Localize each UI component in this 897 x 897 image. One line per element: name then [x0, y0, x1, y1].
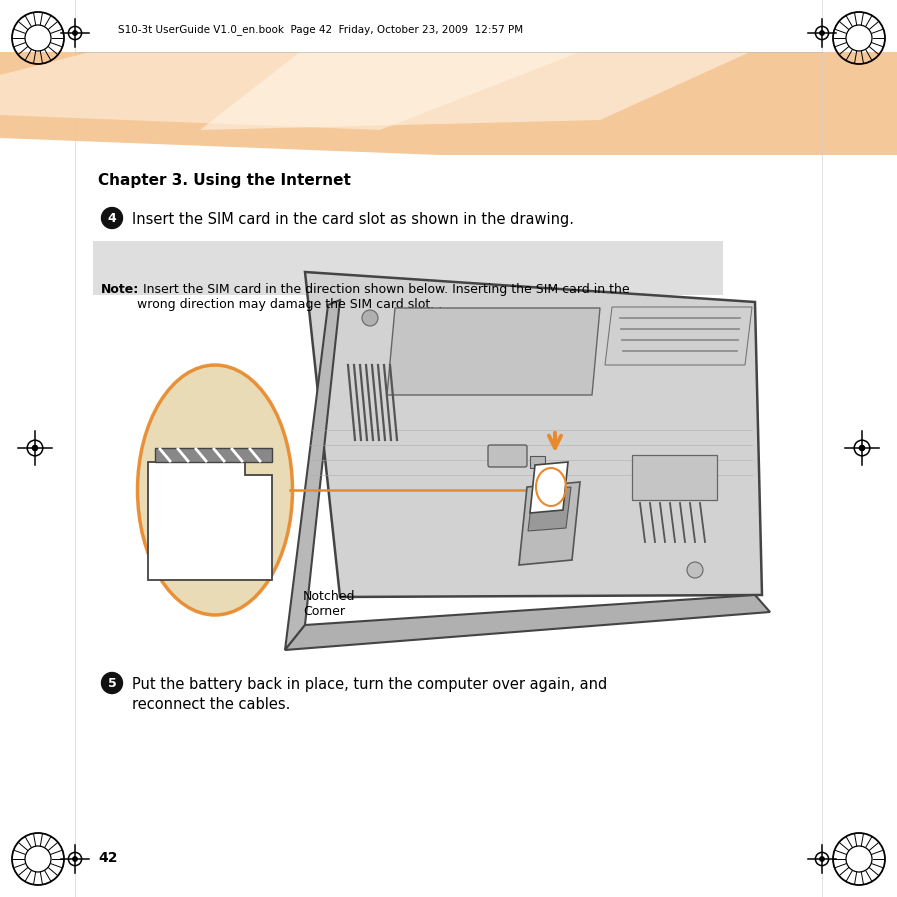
Polygon shape — [148, 462, 272, 580]
Circle shape — [820, 857, 824, 861]
Circle shape — [32, 446, 38, 450]
Text: Insert the SIM card in the card slot as shown in the drawing.: Insert the SIM card in the card slot as … — [132, 212, 574, 227]
Text: wrong direction may damage the SIM card slot. .: wrong direction may damage the SIM card … — [101, 298, 442, 311]
Text: 5: 5 — [108, 676, 117, 690]
Polygon shape — [530, 462, 568, 513]
Circle shape — [362, 310, 378, 326]
Circle shape — [101, 207, 123, 229]
Polygon shape — [0, 52, 580, 130]
Polygon shape — [305, 272, 762, 597]
Circle shape — [820, 30, 824, 35]
Polygon shape — [285, 595, 770, 650]
Text: Note:: Note: — [101, 283, 139, 296]
Text: 42: 42 — [98, 851, 118, 865]
FancyBboxPatch shape — [93, 241, 723, 295]
Text: 4: 4 — [108, 212, 117, 224]
Text: reconnect the cables.: reconnect the cables. — [132, 697, 291, 712]
Circle shape — [859, 446, 865, 450]
Polygon shape — [530, 456, 545, 468]
Polygon shape — [0, 52, 897, 155]
Circle shape — [73, 30, 77, 35]
Polygon shape — [387, 308, 600, 395]
FancyBboxPatch shape — [632, 455, 717, 500]
Text: Put the battery back in place, turn the computer over again, and: Put the battery back in place, turn the … — [132, 677, 607, 692]
Circle shape — [101, 673, 123, 693]
Text: Chapter 3. Using the Internet: Chapter 3. Using the Internet — [98, 173, 351, 188]
Text: Corner: Corner — [303, 605, 345, 618]
Text: Insert the SIM card in the direction shown below. Inserting the SIM card in the: Insert the SIM card in the direction sho… — [139, 283, 630, 296]
Text: Notched: Notched — [303, 590, 355, 603]
Circle shape — [687, 562, 703, 578]
Text: S10-3t UserGuide V1.0_en.book  Page 42  Friday, October 23, 2009  12:57 PM: S10-3t UserGuide V1.0_en.book Page 42 Fr… — [118, 24, 523, 36]
Polygon shape — [528, 487, 571, 531]
Polygon shape — [519, 482, 580, 565]
Polygon shape — [155, 448, 272, 462]
FancyBboxPatch shape — [488, 445, 527, 467]
Ellipse shape — [137, 365, 292, 615]
Polygon shape — [605, 307, 752, 365]
Polygon shape — [285, 300, 340, 650]
Polygon shape — [0, 0, 897, 52]
Circle shape — [73, 857, 77, 861]
Polygon shape — [200, 52, 750, 130]
